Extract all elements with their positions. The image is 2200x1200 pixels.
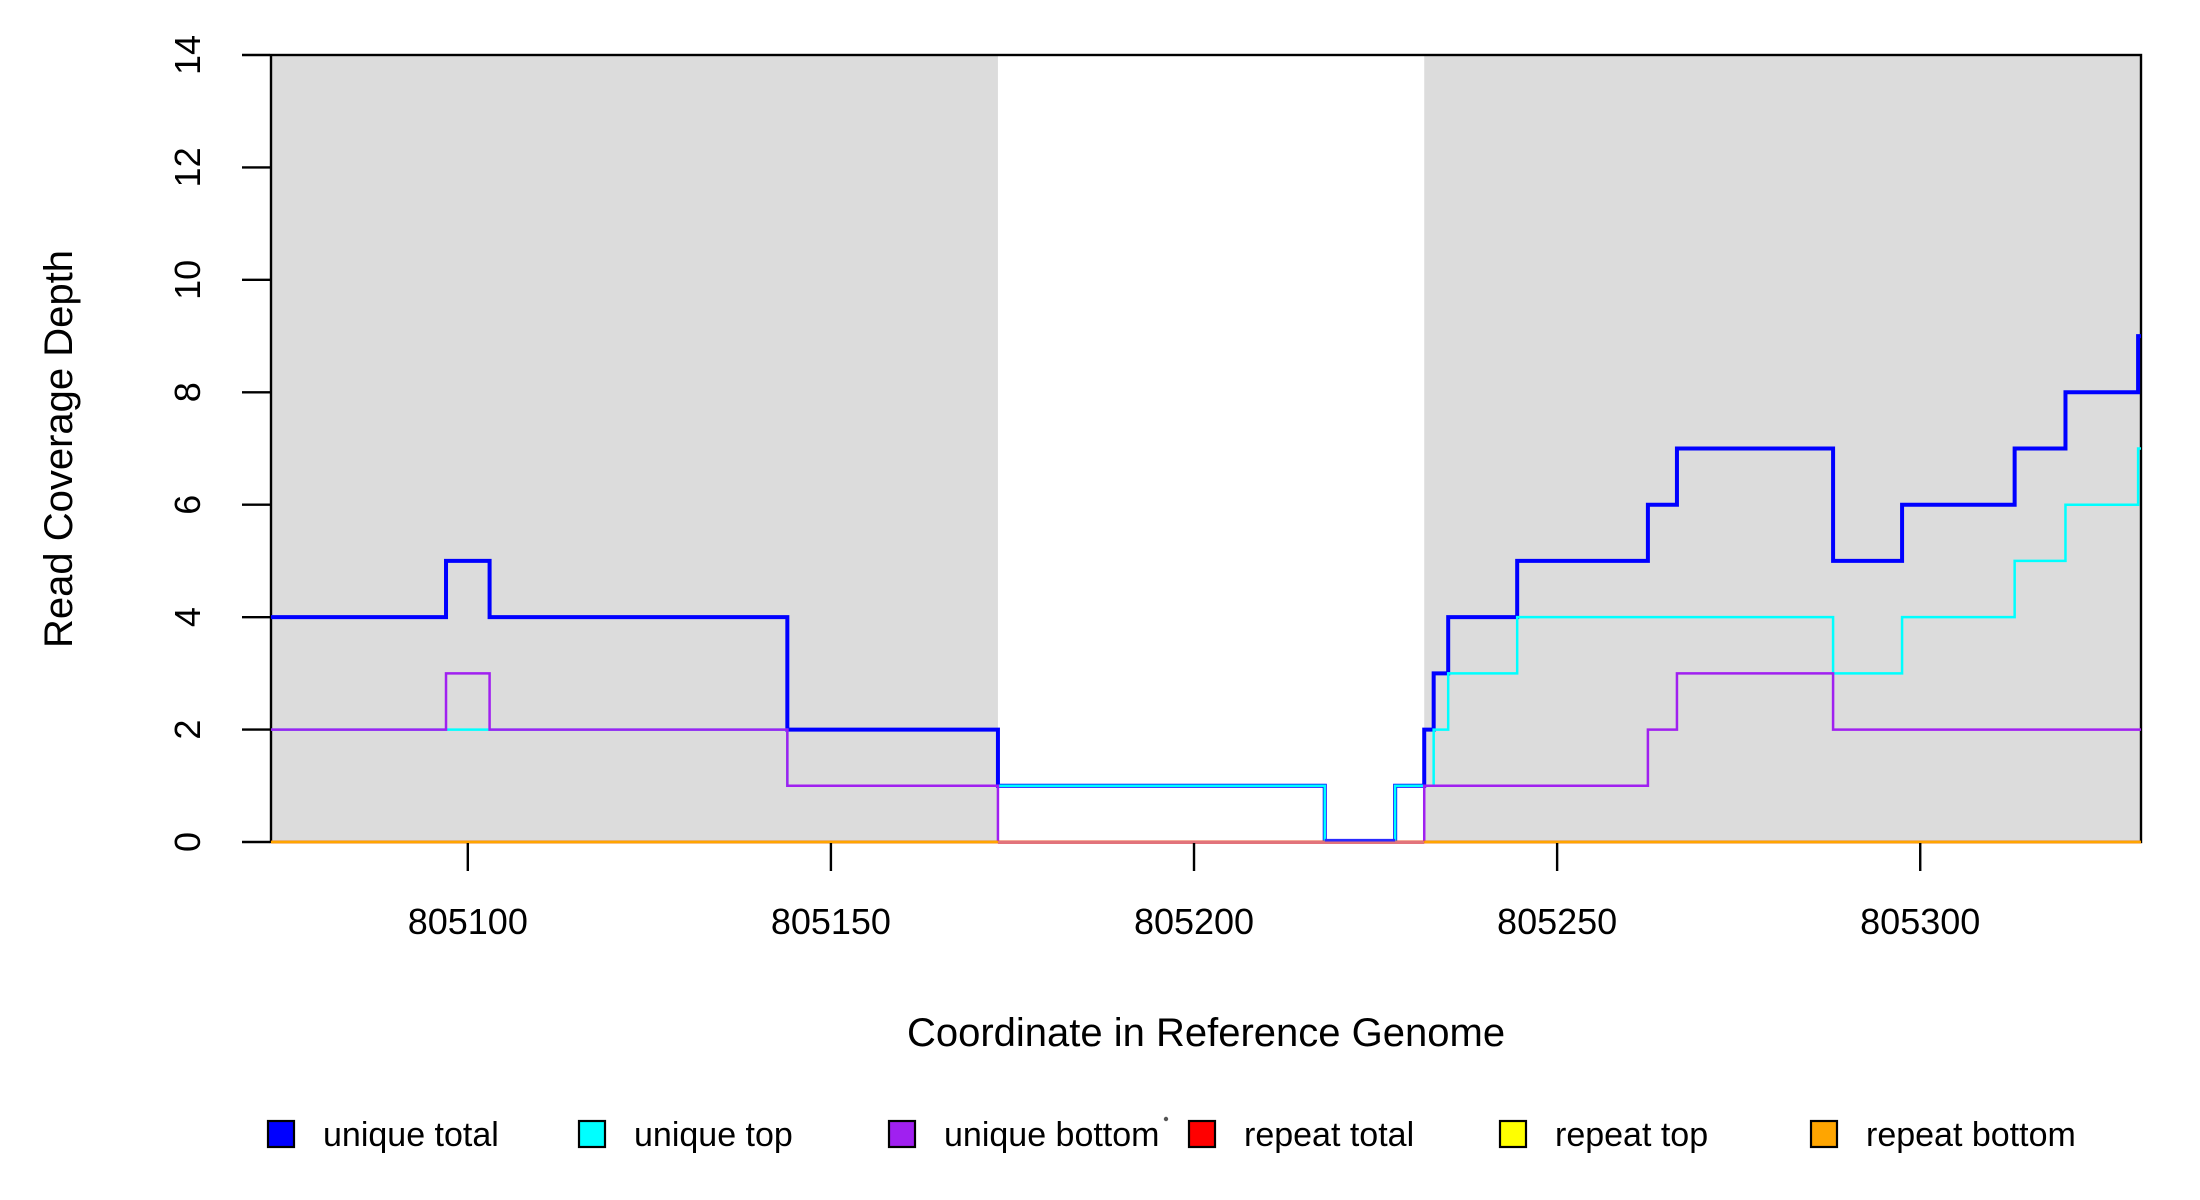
series-lines [271,334,2141,844]
repeat-region-rect [271,56,998,841]
series-unique-total [271,334,2141,844]
y-tick-label: 0 [167,832,208,852]
legend-label: repeat total [1244,1116,1414,1154]
legend-swatch [887,1119,917,1149]
legend-item-repeat-top: repeat top [1498,1116,1708,1154]
y-axis-title: Read Coverage Depth [37,250,81,648]
y-tick-label: 2 [167,720,208,740]
x-axis-title: Coordinate in Reference Genome [907,1011,1505,1055]
legend-label: repeat top [1555,1116,1708,1154]
legend-label: unique bottom [944,1116,1160,1154]
legend-item-unique-bottom: unique bottom [887,1116,1160,1154]
legend-item-unique-top: unique top [577,1116,793,1154]
legend-item-unique-total: unique total [266,1116,499,1154]
axis-ticks [242,53,1922,871]
legend-swatch [266,1119,296,1149]
legend-item-repeat-bottom: repeat bottom [1809,1116,2076,1154]
legend-label: unique top [634,1116,793,1154]
y-tick-label: 10 [167,260,208,300]
x-tick-label: 805150 [771,901,891,942]
x-tick-label: 805100 [408,901,528,942]
x-tick-label: 805250 [1497,901,1617,942]
y-tick-label: 12 [167,147,208,187]
axis-tick-labels: 805100 805150 805200 805250 805300 0 2 4 6 8 10 12 1… [167,35,1980,942]
legend-label: repeat bottom [1866,1116,2076,1154]
x-tick-label: 805200 [1134,901,1254,942]
x-tick-label: 805300 [1860,901,1980,942]
legend-swatch [1498,1119,1528,1149]
y-tick-label: 4 [167,607,208,627]
legend-swatch [577,1119,607,1149]
stray-dot-artifact [1163,1116,1169,1122]
legend-swatch [1809,1119,1839,1149]
y-tick-label: 14 [167,35,208,75]
y-tick-label: 8 [167,382,208,402]
series-unique-top [271,447,2141,844]
legend-swatch [1187,1119,1217,1149]
legend: unique total unique top unique bottom repea… [266,1116,2076,1154]
y-tick-label: 6 [167,495,208,515]
legend-label: unique total [323,1116,499,1154]
legend-item-repeat-total: repeat total [1187,1116,1414,1154]
repeat-region-shading [271,56,2141,841]
